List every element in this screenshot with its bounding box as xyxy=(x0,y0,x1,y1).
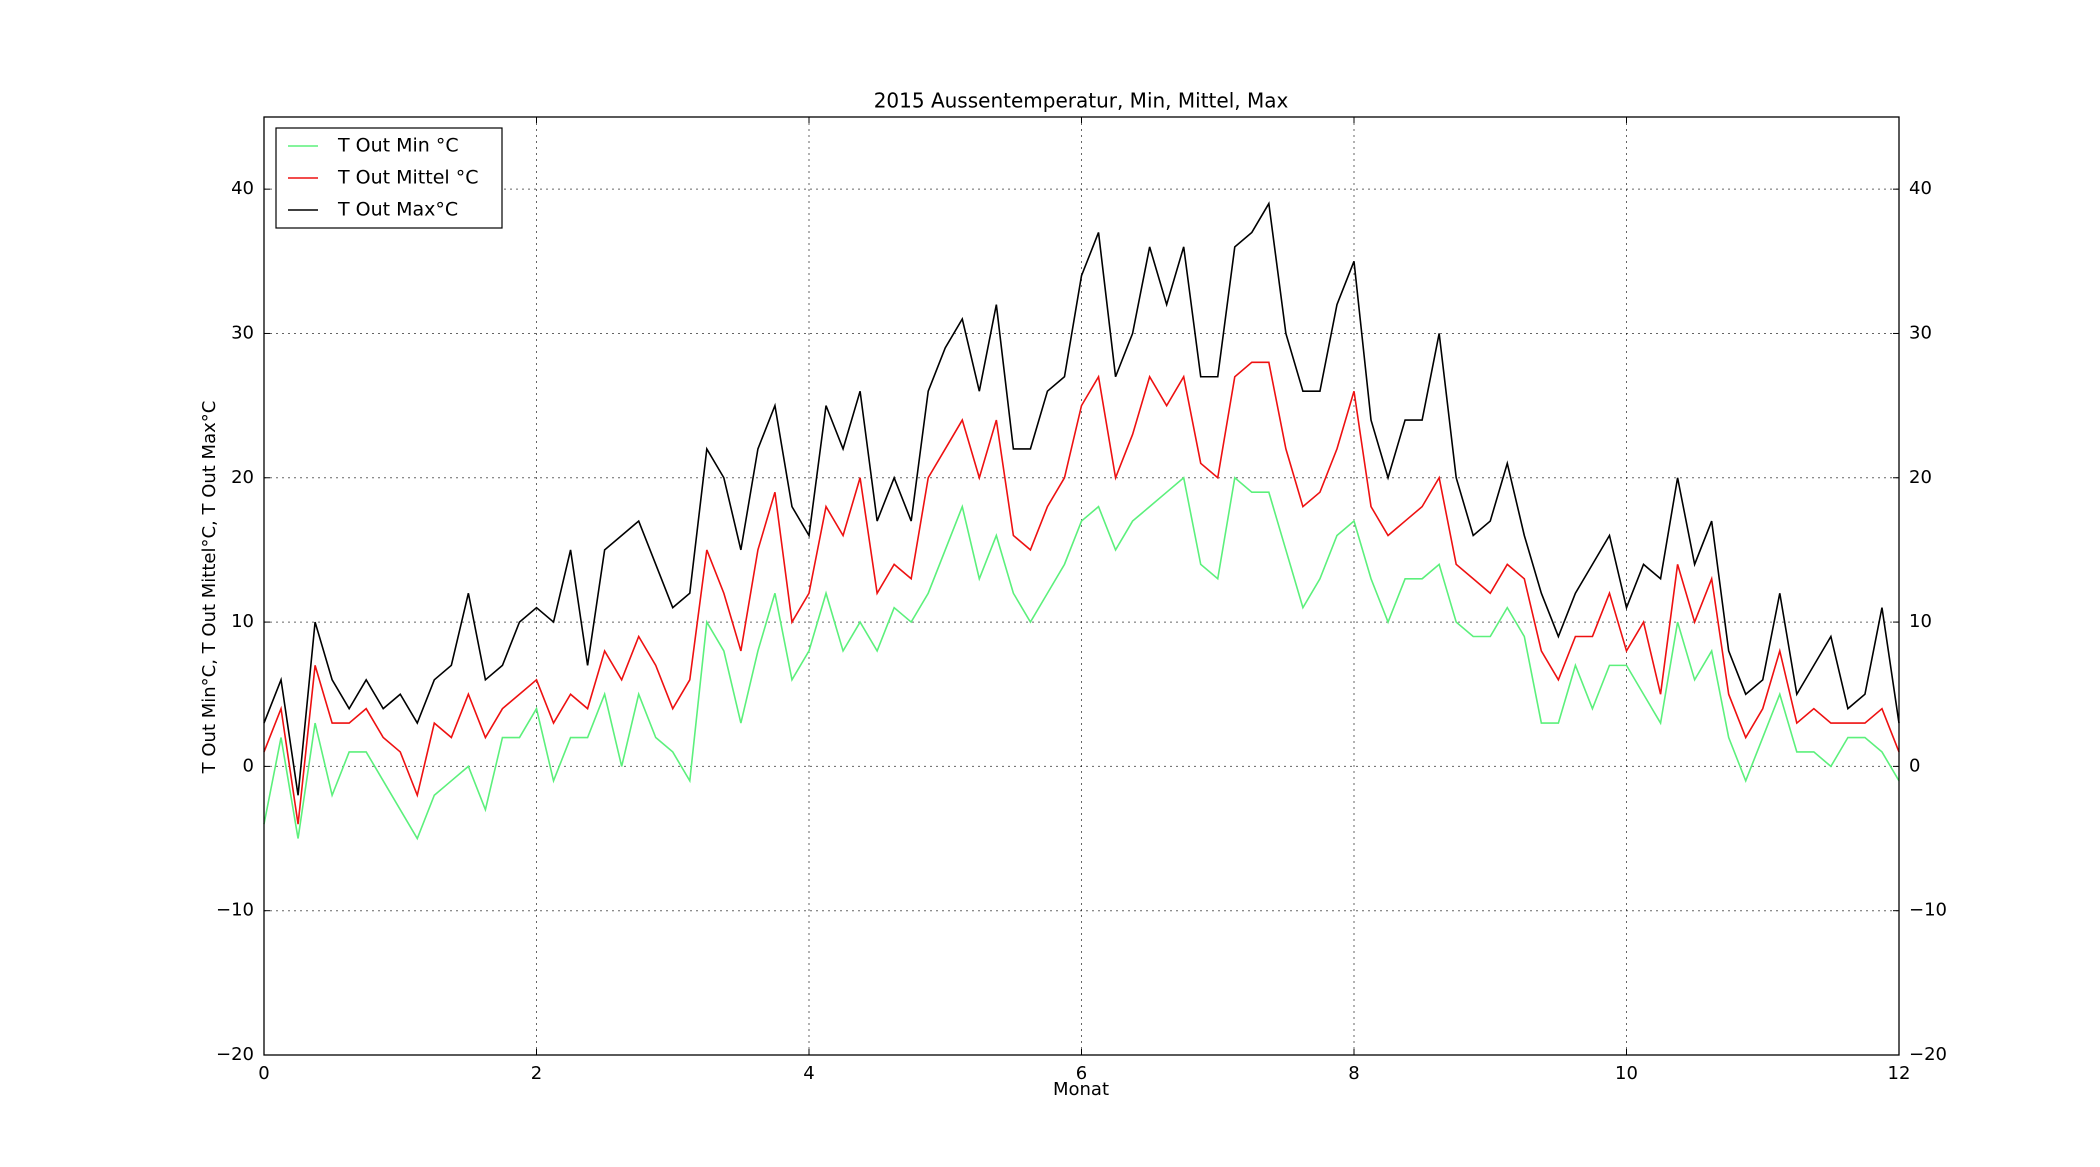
chart-title: 2015 Aussentemperatur, Min, Mittel, Max xyxy=(874,89,1289,113)
series-line xyxy=(263,361,1900,825)
y2-tick-label: −10 xyxy=(1909,900,1947,921)
x-tick-label: 2 xyxy=(531,1063,542,1084)
series-line xyxy=(263,201,1900,796)
legend-label: T Out Min °C xyxy=(337,135,459,157)
y-tick-label: 40 xyxy=(231,178,254,199)
y2-tick-label: 10 xyxy=(1909,611,1932,632)
y-tick-label: −20 xyxy=(216,1044,254,1065)
x-tick-label: 8 xyxy=(1348,1063,1359,1084)
plot-frame xyxy=(263,116,1900,1056)
x-tick-label: 4 xyxy=(803,1063,814,1084)
x-tick-label: 10 xyxy=(1615,1063,1638,1084)
legend-label: T Out Max°C xyxy=(337,199,458,221)
legend-label: T Out Mittel °C xyxy=(337,167,478,189)
x-tick-label: 6 xyxy=(1076,1063,1087,1084)
y2-tick-label: 30 xyxy=(1909,322,1932,343)
y-tick-label: 30 xyxy=(231,322,254,343)
y2-tick-label: 40 xyxy=(1909,178,1932,199)
y-tick-label: 10 xyxy=(231,611,254,632)
y2-tick-label: 0 xyxy=(1909,755,1920,776)
x-axis-label: Monat xyxy=(1053,1079,1109,1100)
legend: T Out Min °C T Out Mittel °C T Out Max°C xyxy=(275,127,503,229)
y-axis-label: T Out Min°C, T Out Mittel°C, T Out Max°C xyxy=(199,401,220,775)
y-tick-label: 20 xyxy=(231,467,254,488)
series-line xyxy=(263,476,1900,841)
y2-tick-label: 20 xyxy=(1909,467,1932,488)
y-tick-label: 0 xyxy=(243,755,254,776)
y-tick-label: −10 xyxy=(216,900,254,921)
y2-tick-label: −20 xyxy=(1909,1044,1947,1065)
x-tick-label: 12 xyxy=(1888,1063,1911,1084)
x-tick-label: 0 xyxy=(258,1063,269,1084)
